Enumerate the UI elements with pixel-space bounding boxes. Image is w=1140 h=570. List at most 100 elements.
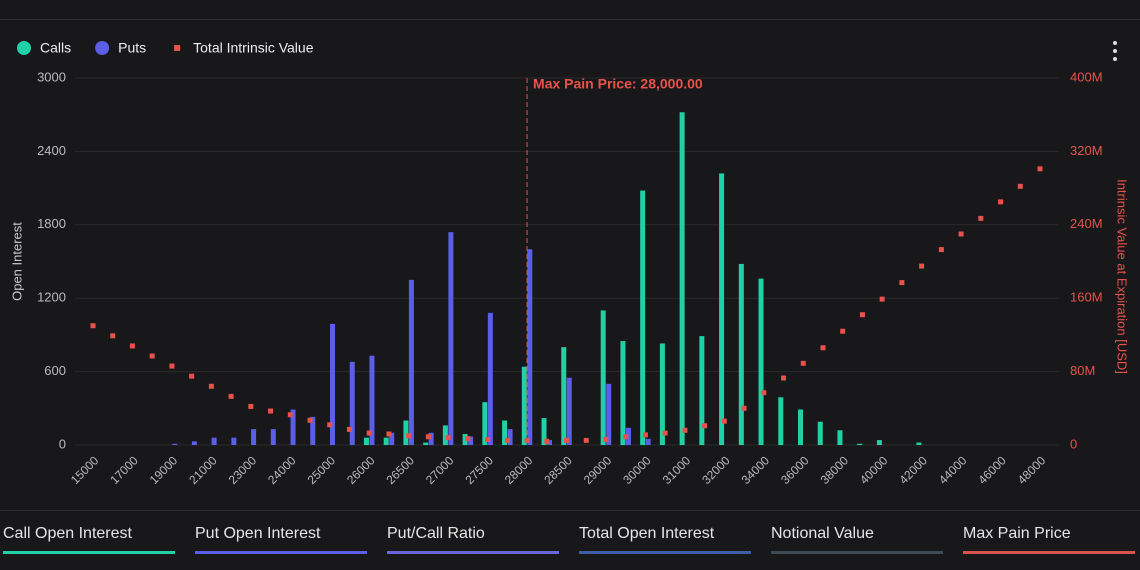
bar <box>521 366 527 445</box>
legend-label[interactable]: Puts <box>118 40 146 56</box>
intrinsic-point <box>1037 166 1043 172</box>
y-tick-label: 1800 <box>37 216 66 231</box>
intrinsic-point <box>129 343 135 349</box>
intrinsic-point <box>406 433 412 439</box>
intrinsic-point <box>702 423 708 429</box>
intrinsic-point <box>268 408 274 414</box>
stat-card: Call Open Interest <box>3 525 175 554</box>
intrinsic-point <box>504 437 510 443</box>
bar <box>330 323 335 445</box>
bar <box>876 440 882 445</box>
intrinsic-point <box>386 431 392 437</box>
y2-tick-label: 0 <box>1070 436 1077 451</box>
intrinsic-point <box>465 436 471 442</box>
bar <box>606 383 612 445</box>
bar <box>270 429 276 445</box>
intrinsic-point <box>978 215 984 221</box>
y2-tick-label: 320M <box>1070 143 1103 158</box>
stat-underline <box>963 551 1135 554</box>
stat-underline <box>3 551 175 554</box>
stat-underline <box>579 551 751 554</box>
intrinsic-point <box>208 383 214 389</box>
intrinsic-point <box>938 247 944 253</box>
intrinsic-point <box>879 296 885 302</box>
bar <box>625 427 631 445</box>
bar <box>408 279 414 445</box>
intrinsic-point <box>958 231 964 237</box>
bar <box>738 263 744 445</box>
intrinsic-point <box>346 426 352 432</box>
intrinsic-point <box>741 405 747 411</box>
menu-dot[interactable] <box>1113 49 1117 53</box>
legend-item[interactable]: Puts <box>95 40 146 56</box>
bar <box>600 310 606 445</box>
bar <box>640 190 646 445</box>
stat-underline <box>195 551 367 554</box>
legend-swatch[interactable] <box>174 45 181 51</box>
max-pain-label: Max Pain Price: 28,000.00 <box>533 76 703 92</box>
bar <box>290 409 296 445</box>
bar <box>507 429 513 445</box>
stat-label: Call Open Interest <box>3 525 133 542</box>
legend: Calls Puts Total Intrinsic Value <box>17 40 314 56</box>
bar <box>389 432 395 445</box>
stat-card: Put/Call Ratio <box>387 525 559 554</box>
bar <box>778 397 784 445</box>
bar <box>369 355 375 445</box>
bar <box>462 433 468 445</box>
intrinsic-point <box>228 393 234 399</box>
y2-axis-label: Intrinsic Value at Expiration [USD] <box>1115 179 1130 374</box>
bar <box>857 443 863 445</box>
menu-button[interactable] <box>1113 41 1117 61</box>
bar <box>487 312 493 445</box>
legend-swatch[interactable] <box>17 41 31 55</box>
intrinsic-point <box>169 363 175 369</box>
legend-item[interactable]: Calls <box>17 40 71 56</box>
legend-label[interactable]: Calls <box>40 40 71 56</box>
menu-dot[interactable] <box>1113 57 1117 61</box>
y2-tick-label: 80M <box>1070 363 1095 378</box>
stat-underline <box>771 551 943 554</box>
bar <box>541 418 547 445</box>
bar <box>527 249 533 445</box>
intrinsic-point <box>1017 183 1023 189</box>
intrinsic-point <box>662 430 668 436</box>
bar <box>310 416 316 445</box>
y2-tick-label: 160M <box>1070 290 1103 305</box>
y2-tick-label: 240M <box>1070 216 1103 231</box>
bar <box>172 443 178 445</box>
bar <box>468 436 474 445</box>
intrinsic-point <box>899 280 905 286</box>
y-axis-label: Open Interest <box>9 222 24 301</box>
legend-label[interactable]: Total Intrinsic Value <box>193 40 314 56</box>
stat-label: Total Open Interest <box>579 525 715 542</box>
intrinsic-point <box>761 390 767 396</box>
stat-card: Put Open Interest <box>195 525 367 554</box>
intrinsic-point <box>820 345 826 351</box>
bar <box>561 347 567 445</box>
legend-item[interactable]: Total Intrinsic Value <box>174 40 314 56</box>
legend-swatch[interactable] <box>95 41 110 55</box>
y-tick-label: 1200 <box>37 290 66 305</box>
bar <box>403 420 409 445</box>
bar <box>349 361 355 445</box>
bar <box>231 437 237 445</box>
intrinsic-point <box>603 436 609 442</box>
y-tick-label: 2400 <box>37 143 66 158</box>
menu-dot[interactable] <box>1113 41 1117 45</box>
intrinsic-point <box>485 436 491 442</box>
bar <box>191 441 197 445</box>
intrinsic-point <box>800 360 806 366</box>
intrinsic-point <box>189 373 195 379</box>
bar <box>547 440 553 445</box>
intrinsic-point <box>307 417 313 423</box>
bar <box>659 343 665 445</box>
intrinsic-point <box>248 403 254 409</box>
stat-label: Put Open Interest <box>195 525 321 542</box>
intrinsic-point <box>840 328 846 334</box>
stat-card: Max Pain Price <box>963 525 1135 554</box>
bar <box>448 232 454 445</box>
